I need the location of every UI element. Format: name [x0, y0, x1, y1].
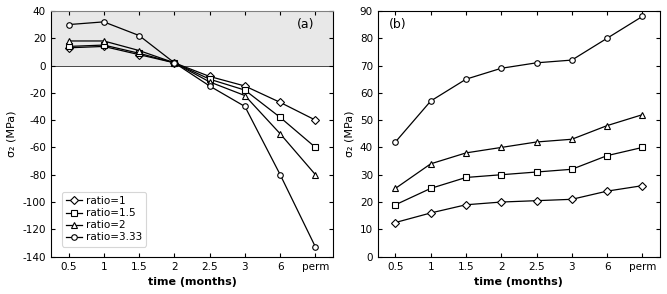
ratio=1	[532, 199, 540, 203]
ratio=2	[603, 124, 611, 127]
ratio=1.5	[170, 61, 178, 65]
ratio=1.5	[205, 77, 213, 81]
ratio=1	[276, 101, 284, 104]
ratio=2	[276, 132, 284, 136]
Y-axis label: σ₂ (MPa): σ₂ (MPa)	[7, 111, 17, 157]
ratio=2	[65, 39, 73, 43]
ratio=3.33	[170, 61, 178, 65]
ratio=2	[462, 151, 470, 155]
Bar	[51, 11, 333, 66]
ratio=2	[532, 140, 540, 144]
ratio=3.33	[100, 20, 108, 24]
ratio=2	[568, 138, 576, 141]
ratio=2	[392, 187, 400, 190]
ratio=2	[638, 113, 646, 116]
ratio=3.33	[427, 99, 435, 103]
ratio=3.33	[205, 84, 213, 88]
Y-axis label: σ₂ (MPa): σ₂ (MPa)	[344, 111, 354, 157]
ratio=2	[170, 61, 178, 65]
ratio=1	[392, 221, 400, 224]
ratio=1.5	[276, 116, 284, 119]
ratio=1.5	[392, 203, 400, 206]
ratio=1	[65, 46, 73, 50]
Text: (b): (b)	[389, 18, 407, 31]
ratio=1.5	[135, 51, 143, 55]
ratio=1	[603, 189, 611, 193]
ratio=1	[205, 75, 213, 78]
ratio=1.5	[100, 43, 108, 47]
Line: ratio=2: ratio=2	[393, 112, 645, 191]
ratio=2	[241, 94, 249, 97]
ratio=1.5	[462, 176, 470, 179]
ratio=1	[170, 61, 178, 65]
ratio=1	[427, 211, 435, 215]
ratio=2	[205, 80, 213, 84]
ratio=1.5	[532, 170, 540, 174]
Line: ratio=1.5: ratio=1.5	[393, 145, 645, 208]
ratio=3.33	[241, 105, 249, 108]
ratio=3.33	[462, 77, 470, 81]
X-axis label: time (months): time (months)	[474, 277, 564, 287]
ratio=1.5	[603, 154, 611, 157]
ratio=2	[498, 146, 506, 149]
Legend: ratio=1, ratio=1.5, ratio=2, ratio=3.33: ratio=1, ratio=1.5, ratio=2, ratio=3.33	[62, 192, 146, 246]
Line: ratio=1.5: ratio=1.5	[66, 42, 318, 150]
ratio=1	[638, 184, 646, 187]
ratio=1.5	[241, 88, 249, 92]
ratio=3.33	[392, 140, 400, 144]
ratio=1	[498, 200, 506, 204]
Line: ratio=1: ratio=1	[66, 44, 318, 123]
ratio=1.5	[568, 168, 576, 171]
Line: ratio=3.33: ratio=3.33	[66, 19, 318, 250]
ratio=3.33	[311, 245, 319, 249]
ratio=3.33	[603, 36, 611, 40]
ratio=1.5	[311, 146, 319, 149]
Text: (a): (a)	[296, 18, 314, 31]
ratio=3.33	[135, 34, 143, 37]
ratio=1.5	[427, 187, 435, 190]
ratio=2	[100, 39, 108, 43]
ratio=1	[462, 203, 470, 206]
ratio=1	[100, 45, 108, 48]
ratio=1.5	[65, 45, 73, 48]
ratio=1	[311, 118, 319, 122]
ratio=3.33	[532, 61, 540, 65]
ratio=1	[568, 198, 576, 201]
Line: ratio=1: ratio=1	[393, 183, 645, 225]
ratio=3.33	[498, 66, 506, 70]
ratio=1	[241, 84, 249, 88]
ratio=3.33	[65, 23, 73, 26]
ratio=1.5	[638, 146, 646, 149]
ratio=3.33	[568, 58, 576, 62]
Line: ratio=3.33: ratio=3.33	[393, 14, 645, 145]
ratio=2	[311, 173, 319, 176]
ratio=1.5	[498, 173, 506, 176]
X-axis label: time (months): time (months)	[147, 277, 236, 287]
ratio=1	[135, 53, 143, 56]
ratio=2	[135, 49, 143, 52]
ratio=3.33	[276, 173, 284, 176]
Line: ratio=2: ratio=2	[66, 38, 318, 178]
ratio=2	[427, 162, 435, 166]
ratio=3.33	[638, 15, 646, 18]
